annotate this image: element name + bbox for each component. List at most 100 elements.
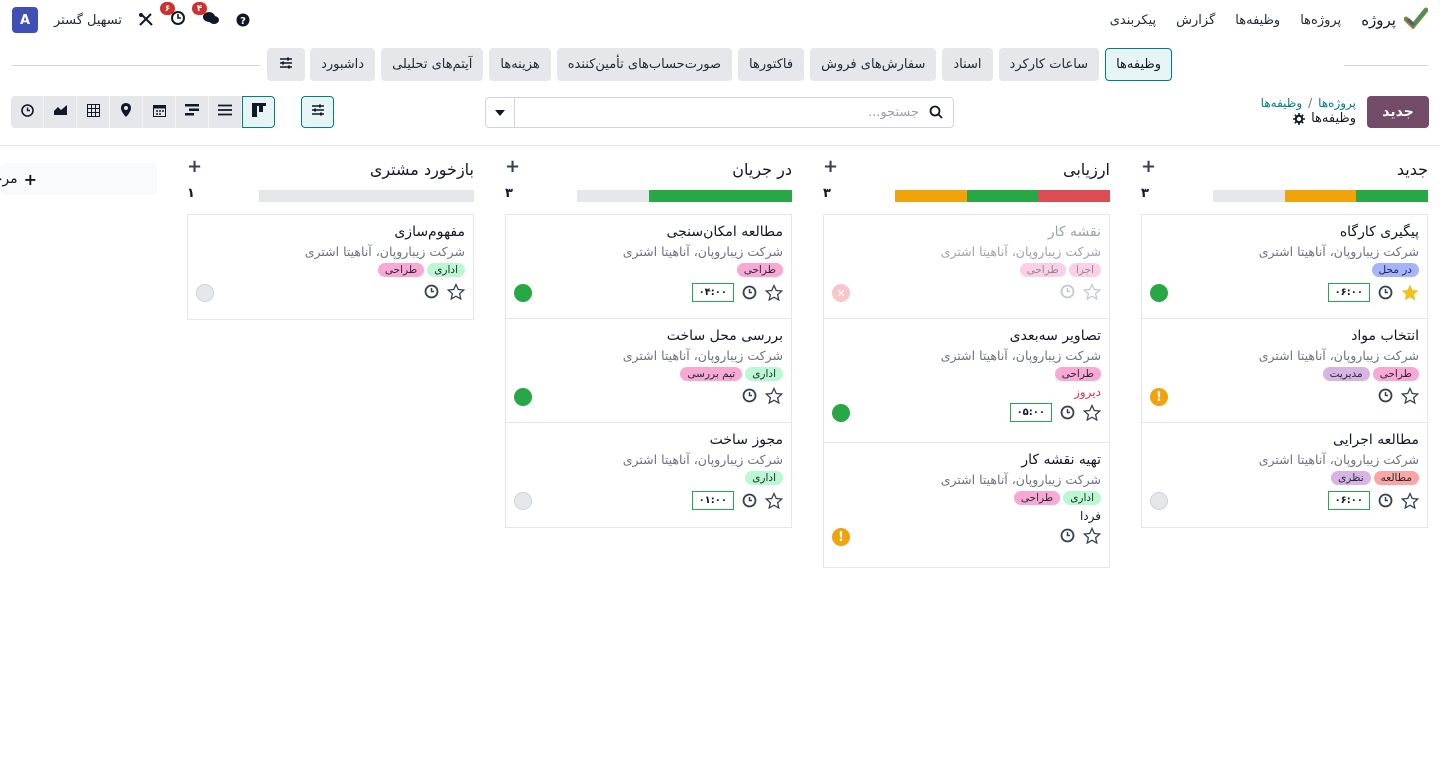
activity-clock-icon[interactable]: [1378, 388, 1393, 403]
card-title: نقشه کار: [1047, 224, 1101, 240]
kanban-state-dot[interactable]: [514, 388, 532, 406]
star-icon[interactable]: [1083, 527, 1101, 544]
task-card[interactable]: انتخاب مواد شرکت زیباروپان، آناهیتا اشتر…: [1142, 319, 1427, 423]
column-title[interactable]: در جریان: [732, 160, 792, 179]
view-pivot[interactable]: [77, 96, 110, 128]
app-brand[interactable]: پروژه: [1361, 7, 1429, 33]
tab-sales-orders[interactable]: سفارش‌های فروش: [810, 48, 937, 81]
menu-configuration[interactable]: پیکربندی: [1109, 12, 1157, 28]
activity-clock-icon[interactable]: [1378, 493, 1393, 508]
progress-segment[interactable]: [966, 190, 1039, 202]
gear-icon[interactable]: [1293, 112, 1306, 125]
star-filled-icon[interactable]: [1401, 284, 1419, 301]
tab-invoices[interactable]: فاکتورها: [738, 48, 805, 81]
column-progressbar[interactable]: [577, 190, 792, 202]
view-calendar[interactable]: [143, 96, 176, 128]
menu-tasks[interactable]: وظیفه‌ها: [1235, 12, 1281, 28]
tabs-settings-button[interactable]: [267, 48, 305, 81]
tab-analytic-items[interactable]: آیتم‌های تحلیلی: [381, 48, 484, 81]
column-progressbar[interactable]: [1212, 190, 1428, 202]
progress-segment[interactable]: [577, 190, 649, 202]
column-title[interactable]: جدید: [1396, 160, 1428, 179]
menu-projects[interactable]: پروژه‌ها: [1300, 12, 1342, 28]
task-card[interactable]: تهیه نقشه کار شرکت زیباروپان، آناهیتا اش…: [824, 443, 1109, 567]
tab-tasks[interactable]: وظیفه‌ها: [1105, 48, 1172, 81]
activity-button[interactable]: ۶: [160, 2, 186, 30]
kanban-state-warning-icon[interactable]: !: [1150, 388, 1168, 406]
debug-tools-icon[interactable]: [138, 12, 154, 28]
kanban-state-dot[interactable]: [514, 492, 532, 510]
tab-expenses[interactable]: هزینه‌ها: [489, 48, 551, 81]
star-icon[interactable]: [765, 284, 783, 301]
column-progressbar[interactable]: [259, 190, 474, 202]
column-progressbar[interactable]: [894, 190, 1110, 202]
star-icon[interactable]: [1401, 492, 1419, 509]
menu-reporting[interactable]: گزارش: [1176, 12, 1216, 28]
task-card[interactable]: تصاویر سه‌بعدی شرکت زیباروپان، آناهیتا ا…: [824, 319, 1109, 443]
column-title[interactable]: ارزیابی: [1062, 160, 1110, 179]
star-icon[interactable]: [765, 387, 783, 404]
kanban-state-dot[interactable]: [514, 284, 532, 302]
task-card[interactable]: نقشه کار شرکت زیباروپان، آناهیتا اشتری ا…: [824, 215, 1109, 319]
avatar[interactable]: A: [12, 7, 38, 33]
add-card-button[interactable]: +: [187, 156, 203, 177]
breadcrumb-path: پروژه‌ها / وظیفه‌ها: [1261, 96, 1356, 110]
task-card[interactable]: مطالعه امکان‌سنجی شرکت زیباروپان، آناهیت…: [506, 215, 791, 319]
activity-clock-icon[interactable]: [1060, 528, 1075, 543]
task-card[interactable]: بررسی محل ساخت شرکت زیباروپان، آناهیتا ا…: [506, 319, 791, 423]
search-input[interactable]: [515, 98, 953, 127]
activity-clock-icon[interactable]: [742, 493, 757, 508]
column-title[interactable]: بازخورد مشتری: [369, 160, 474, 179]
view-kanban[interactable]: [242, 96, 275, 128]
kanban-state-dot[interactable]: [196, 284, 214, 302]
kanban-state-warning-icon[interactable]: !: [832, 528, 850, 546]
help-icon[interactable]: ?: [236, 13, 250, 27]
tab-dashboard[interactable]: داشبورد: [310, 48, 376, 81]
filters-toggle-button[interactable]: [301, 96, 334, 128]
activity-clock-icon[interactable]: [742, 388, 757, 403]
star-icon[interactable]: [447, 283, 465, 300]
task-card[interactable]: پیگیری کارگاه شرکت زیباروپان، آناهیتا اش…: [1142, 215, 1427, 319]
breadcrumb-tasks[interactable]: وظیفه‌ها: [1260, 96, 1303, 110]
view-graph[interactable]: [44, 96, 77, 128]
new-task-button[interactable]: جدید: [1367, 96, 1429, 128]
progress-segment[interactable]: [1212, 190, 1285, 202]
add-card-button[interactable]: +: [505, 156, 521, 177]
view-list[interactable]: [209, 96, 242, 128]
progress-segment[interactable]: [648, 190, 792, 202]
add-card-button[interactable]: +: [1141, 156, 1157, 177]
messages-button[interactable]: ۴: [192, 2, 220, 30]
star-icon[interactable]: [1083, 283, 1101, 300]
task-card[interactable]: مفهوم‌سازی شرکت زیباروپان، آناهیتا اشتری…: [188, 215, 473, 319]
kanban-state-dot[interactable]: [832, 404, 850, 422]
progress-segment[interactable]: [1284, 190, 1357, 202]
view-map[interactable]: [110, 96, 143, 128]
view-activity[interactable]: [11, 96, 44, 128]
breadcrumb-projects[interactable]: پروژه‌ها: [1318, 96, 1356, 110]
add-card-button[interactable]: +: [823, 156, 839, 177]
tab-vendor-bills[interactable]: صورت‌حساب‌های تأمین‌کننده: [556, 48, 732, 81]
progress-segment[interactable]: [259, 190, 474, 202]
progress-segment[interactable]: [894, 190, 967, 202]
activity-clock-icon[interactable]: [1060, 284, 1075, 299]
kanban-state-dot[interactable]: [1150, 284, 1168, 302]
kanban-state-dot[interactable]: [1150, 492, 1168, 510]
company-switcher[interactable]: تسهیل گستر: [54, 12, 122, 28]
view-gantt[interactable]: [176, 96, 209, 128]
add-column-button[interactable]: مرحله +: [0, 163, 157, 195]
activity-clock-icon[interactable]: [742, 285, 757, 300]
tab-timesheets[interactable]: ساعات کارکرد: [998, 48, 1100, 81]
star-icon[interactable]: [765, 492, 783, 509]
activity-clock-icon[interactable]: [1060, 405, 1075, 420]
star-icon[interactable]: [1083, 404, 1101, 421]
tab-documents[interactable]: اسناد: [942, 48, 993, 81]
activity-clock-icon[interactable]: [424, 284, 439, 299]
search-options-toggle[interactable]: [486, 98, 515, 127]
progress-segment[interactable]: [1038, 190, 1110, 202]
task-card[interactable]: مجوز ساخت شرکت زیباروپان، آناهیتا اشتری …: [506, 423, 791, 527]
activity-clock-icon[interactable]: [1378, 285, 1393, 300]
kanban-state-blocked-icon[interactable]: ✕: [832, 284, 850, 302]
progress-segment[interactable]: [1356, 190, 1428, 202]
task-card[interactable]: مطالعه اجرایی شرکت زیباروپان، آناهیتا اش…: [1142, 423, 1427, 527]
star-icon[interactable]: [1401, 387, 1419, 404]
